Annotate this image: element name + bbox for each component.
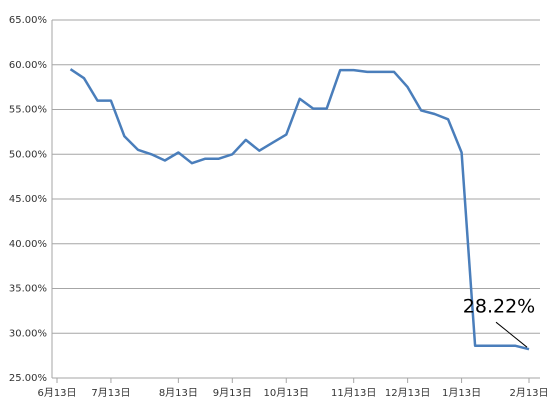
y-tick-label: 30.00%	[9, 328, 47, 339]
value-label: 28.22%	[463, 296, 535, 318]
x-tick-label: 12月13日	[385, 387, 430, 399]
x-tick-label: 1月13日	[442, 387, 481, 399]
x-tick-label: 8月13日	[159, 387, 198, 399]
x-tick-label: 7月13日	[91, 387, 130, 399]
y-tick-label: 45.00%	[9, 194, 47, 205]
y-tick-label: 65.00%	[9, 15, 47, 26]
y-tick-label: 40.00%	[9, 239, 47, 250]
line	[69, 68, 530, 351]
x-tick-label: 9月13日	[213, 387, 252, 399]
x-tick-label: 10月13日	[264, 387, 309, 399]
y-tick-label: 60.00%	[9, 60, 47, 71]
x-tick-label: 6月13日	[37, 387, 76, 399]
x-tick-label: 11月13日	[331, 387, 376, 399]
y-tick-label: 55.00%	[9, 105, 47, 116]
x-tick-label: 2月13日	[509, 387, 548, 399]
y-tick-label: 25.00%	[9, 373, 47, 384]
y-tick-label: 50.00%	[9, 149, 47, 160]
y-tick-label: 35.00%	[9, 284, 47, 295]
label-leader	[495, 321, 528, 348]
